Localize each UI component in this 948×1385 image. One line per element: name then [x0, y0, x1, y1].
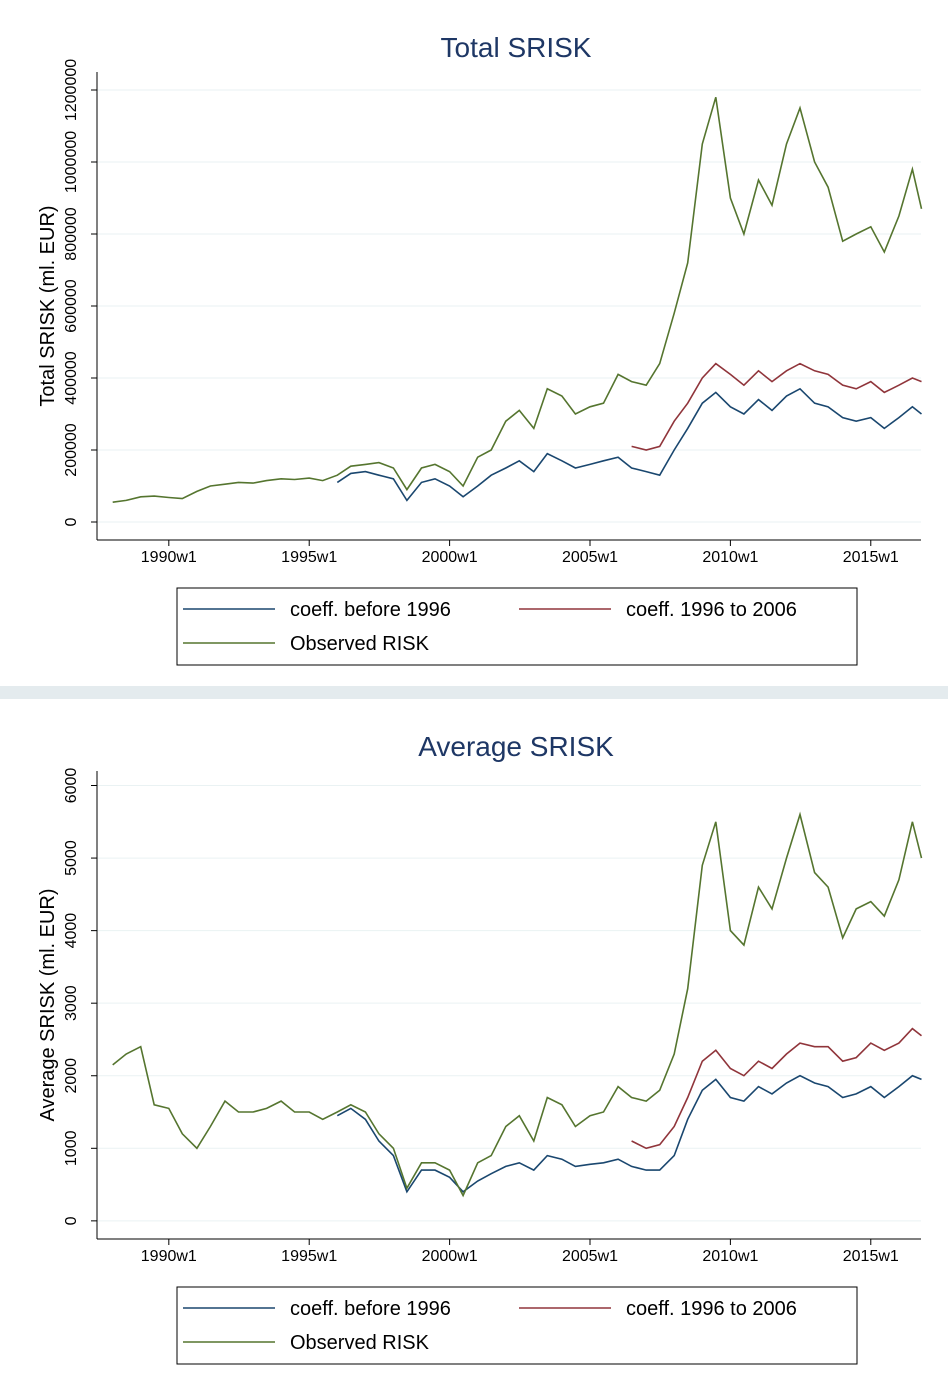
- y-tick-label: 6000: [63, 768, 80, 804]
- y-tick-label: 4000: [63, 913, 80, 949]
- legend-box: [176, 587, 858, 666]
- y-tick-label: 3000: [63, 985, 80, 1021]
- y-tick-label: 1200000: [63, 59, 80, 121]
- legend-label: Observed RISK: [290, 1332, 430, 1354]
- chart-title: Total SRISK: [441, 32, 592, 63]
- y-tick-label: 200000: [63, 423, 80, 476]
- x-tick-label: 2005w1: [562, 549, 618, 566]
- panel-background: [0, 0, 948, 686]
- chart-panel: Total SRISK Total SRISK (ml. EUR) 0 200000 4…: [0, 0, 948, 686]
- x-tick-label: 1995w1: [281, 549, 337, 566]
- legend-label: coeff. before 1996: [290, 1298, 451, 1320]
- x-tick-label: 2000w1: [422, 549, 478, 566]
- series-line: [336, 1074, 922, 1194]
- panel-background: [0, 699, 948, 1385]
- y-tick-label: 0: [63, 517, 80, 526]
- x-tick-label: 1990w1: [141, 1248, 197, 1265]
- x-tick-label: 1995w1: [281, 1248, 337, 1265]
- legend-label: coeff. 1996 to 2006: [626, 599, 797, 621]
- x-tick-label: 2015w1: [843, 1248, 899, 1265]
- y-tick-label: 400000: [63, 351, 80, 404]
- y-tick-label: 0: [63, 1216, 80, 1225]
- legend-label: coeff. before 1996: [290, 599, 451, 621]
- x-tick-label: 1990w1: [141, 549, 197, 566]
- legend-box: [176, 1286, 858, 1365]
- x-tick-label: 2000w1: [422, 1248, 478, 1265]
- x-tick-label: 2005w1: [562, 1248, 618, 1265]
- series-line: [112, 811, 923, 1198]
- y-tick-label: 800000: [63, 207, 80, 260]
- x-tick-label: 2010w1: [702, 1248, 758, 1265]
- legend-label: coeff. 1996 to 2006: [626, 1298, 797, 1320]
- y-axis-title: Total SRISK (ml. EUR): [37, 205, 59, 406]
- y-tick-label: 600000: [63, 279, 80, 332]
- y-tick-label: 1000000: [63, 131, 80, 193]
- x-tick-label: 2010w1: [702, 549, 758, 566]
- series-line: [631, 362, 922, 451]
- y-tick-label: 2000: [63, 1058, 80, 1094]
- chart-panel: Average SRISK Average SRISK (ml. EUR) 0 100…: [0, 699, 948, 1385]
- series-line: [112, 96, 923, 503]
- y-tick-label: 1000: [63, 1130, 80, 1166]
- y-axis-title: Average SRISK (ml. EUR): [37, 888, 59, 1121]
- series-line: [631, 1027, 922, 1150]
- x-tick-label: 2015w1: [843, 549, 899, 566]
- series-line: [336, 387, 922, 502]
- legend-label: Observed RISK: [290, 633, 430, 655]
- chart-title: Average SRISK: [418, 731, 614, 762]
- y-tick-label: 5000: [63, 840, 80, 876]
